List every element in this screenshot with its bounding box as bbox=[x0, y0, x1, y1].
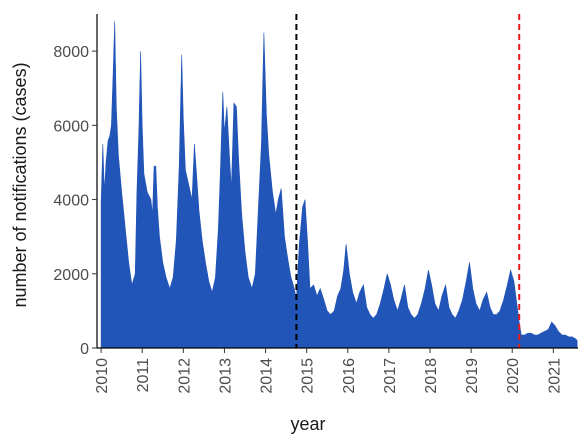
x-tick-label: 2018 bbox=[423, 358, 440, 394]
y-tick-label: 2000 bbox=[53, 267, 89, 284]
y-axis-title: number of notifications (cases) bbox=[10, 62, 30, 307]
x-tick-label: 2021 bbox=[546, 358, 563, 394]
x-tick-label: 2015 bbox=[300, 358, 317, 394]
x-tick-label: 2010 bbox=[94, 358, 111, 394]
x-tick-label: 2017 bbox=[382, 358, 399, 394]
x-axis: 2010 2011 2012 2013 2014 2015 2016 2017 2018 2019… bbox=[94, 348, 563, 394]
y-tick-label: 0 bbox=[80, 341, 89, 358]
x-tick-label: 2014 bbox=[259, 358, 276, 394]
y-tick-label: 4000 bbox=[53, 193, 89, 210]
x-tick-label: 2012 bbox=[176, 358, 193, 394]
x-axis-title: year bbox=[290, 414, 325, 434]
series-area-0 bbox=[100, 21, 578, 349]
x-tick-label: 2020 bbox=[505, 358, 522, 394]
x-tick-label: 2016 bbox=[341, 358, 358, 394]
x-tick-label: 2011 bbox=[135, 358, 152, 393]
y-tick-label: 6000 bbox=[53, 118, 89, 135]
x-tick-label: 2019 bbox=[464, 358, 481, 394]
x-tick-label: 2013 bbox=[217, 358, 234, 394]
plot-area bbox=[96, 14, 578, 349]
y-tick-label: 8000 bbox=[53, 44, 89, 61]
y-axis: 0 2000 4000 6000 8000 bbox=[53, 44, 97, 358]
